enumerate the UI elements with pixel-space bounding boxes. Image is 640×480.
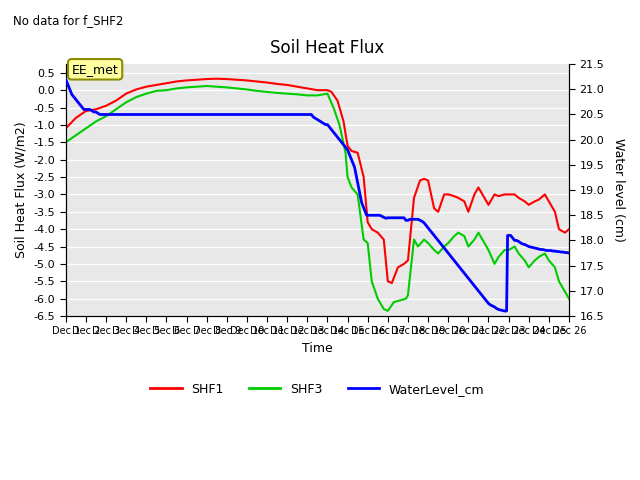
Text: No data for f_SHF2: No data for f_SHF2 <box>13 14 123 27</box>
X-axis label: Time: Time <box>302 342 333 355</box>
Text: EE_met: EE_met <box>72 63 118 76</box>
Y-axis label: Soil Heat Flux (W/m2): Soil Heat Flux (W/m2) <box>15 122 28 258</box>
Y-axis label: Water level (cm): Water level (cm) <box>612 138 625 242</box>
Legend: SHF1, SHF3, WaterLevel_cm: SHF1, SHF3, WaterLevel_cm <box>145 378 490 401</box>
Title: Soil Heat Flux: Soil Heat Flux <box>270 39 385 57</box>
